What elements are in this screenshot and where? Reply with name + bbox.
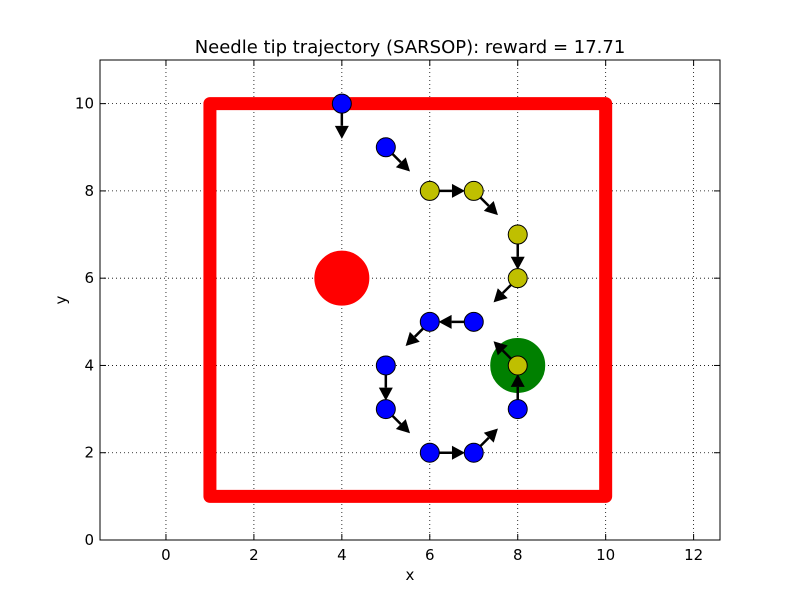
- x-axis-label: x: [406, 566, 415, 584]
- obstacle-marker: [314, 250, 370, 306]
- trajectory-arrow-head: [438, 314, 452, 329]
- trajectory-point: [507, 224, 528, 245]
- trajectory-point: [331, 93, 352, 114]
- y-tick-label: 0: [84, 531, 94, 549]
- plot-frame: [99, 59, 721, 541]
- y-tick-label: 10: [75, 95, 94, 113]
- trajectory-point: [507, 355, 528, 376]
- trajectory-arrow-head: [510, 373, 525, 387]
- x-tick-label: 0: [161, 546, 171, 564]
- trajectory-point: [507, 399, 528, 420]
- trajectory-arrow-head: [378, 387, 393, 401]
- trajectory-point: [375, 137, 396, 158]
- trajectory-arrow-head: [510, 256, 525, 270]
- trajectory-point: [507, 268, 528, 289]
- trajectory-arrow-head: [483, 200, 498, 216]
- y-axis-label: y: [52, 295, 70, 304]
- x-tick-label: 4: [337, 546, 347, 564]
- trajectory-point: [375, 399, 396, 420]
- y-tick-label: 6: [84, 269, 94, 287]
- x-tick-label: 8: [513, 546, 523, 564]
- x-tick-label: 10: [596, 546, 615, 564]
- trajectory-point: [463, 180, 484, 201]
- trajectory-arrow-head: [395, 419, 410, 434]
- trajectory-arrow-head: [493, 288, 508, 303]
- y-tick-label: 2: [84, 444, 94, 462]
- chart-title: Needle tip trajectory (SARSOP): reward =…: [195, 37, 626, 58]
- trajectory-arrow-head: [451, 183, 465, 198]
- boundary-line: [203, 97, 613, 503]
- plot-data: [203, 93, 613, 503]
- trajectory-point: [419, 442, 440, 463]
- trajectory-arrow-head: [493, 341, 508, 356]
- trajectory-arrow-head: [334, 125, 349, 139]
- trajectory-arrow-head: [405, 331, 420, 347]
- trajectory-arrow-head: [395, 157, 410, 172]
- trajectory-point: [463, 442, 484, 463]
- trajectory-point: [419, 311, 440, 332]
- y-tick-label: 8: [84, 182, 94, 200]
- y-tick-label: 4: [84, 356, 94, 374]
- x-tick-label: 2: [249, 546, 259, 564]
- trajectory-point: [375, 355, 396, 376]
- ticks: 0 2 4 6 8 10 12 0 2 4 6 8 10: [75, 60, 720, 564]
- x-tick-label: 6: [425, 546, 435, 564]
- trajectory-point: [463, 311, 484, 332]
- trajectory-arrow-head: [451, 445, 465, 460]
- x-tick-label: 12: [684, 546, 703, 564]
- trajectory-point: [419, 180, 440, 201]
- trajectory-arrow-head: [483, 428, 498, 443]
